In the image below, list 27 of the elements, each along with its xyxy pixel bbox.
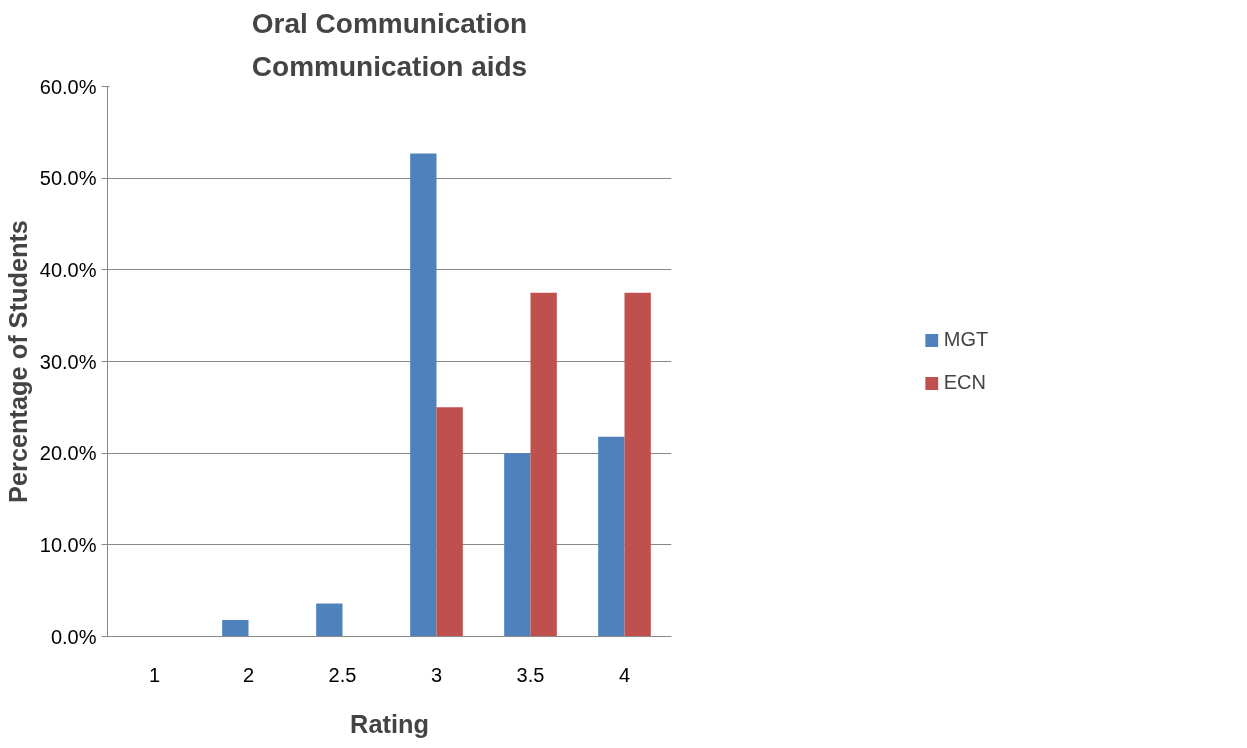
y-tick-label: 30.0% bbox=[39, 350, 97, 373]
bar bbox=[410, 153, 437, 637]
chart-subtitle: Communication aids bbox=[251, 50, 528, 82]
y-tick-label: 0.0% bbox=[50, 625, 97, 648]
x-tick-label: 2.5 bbox=[328, 663, 357, 686]
bar bbox=[436, 407, 463, 637]
y-tick-label: 40.0% bbox=[39, 258, 97, 281]
y-tick-label: 50.0% bbox=[39, 167, 97, 190]
bar bbox=[598, 436, 625, 637]
bar bbox=[530, 292, 557, 637]
bar bbox=[316, 603, 343, 637]
x-tick-label: 2 bbox=[242, 663, 255, 686]
x-tick-label: 3.5 bbox=[516, 663, 545, 686]
chart-title: Oral Communication bbox=[251, 7, 528, 39]
y-tick-label: 60.0% bbox=[39, 75, 97, 98]
legend-label: MGT bbox=[943, 328, 989, 351]
y-axis-title: Percentage of Students bbox=[3, 220, 32, 503]
x-tick-label: 3 bbox=[430, 663, 443, 686]
y-tick-label: 20.0% bbox=[39, 442, 97, 465]
y-tick-label: 10.0% bbox=[39, 533, 97, 556]
bar bbox=[222, 620, 249, 637]
x-tick-label: 1 bbox=[148, 663, 161, 686]
x-axis-title: Rating bbox=[350, 709, 429, 738]
bar bbox=[624, 292, 651, 637]
x-tick-label: 4 bbox=[618, 663, 631, 686]
legend-label: ECN bbox=[943, 371, 987, 394]
bar bbox=[504, 453, 531, 637]
